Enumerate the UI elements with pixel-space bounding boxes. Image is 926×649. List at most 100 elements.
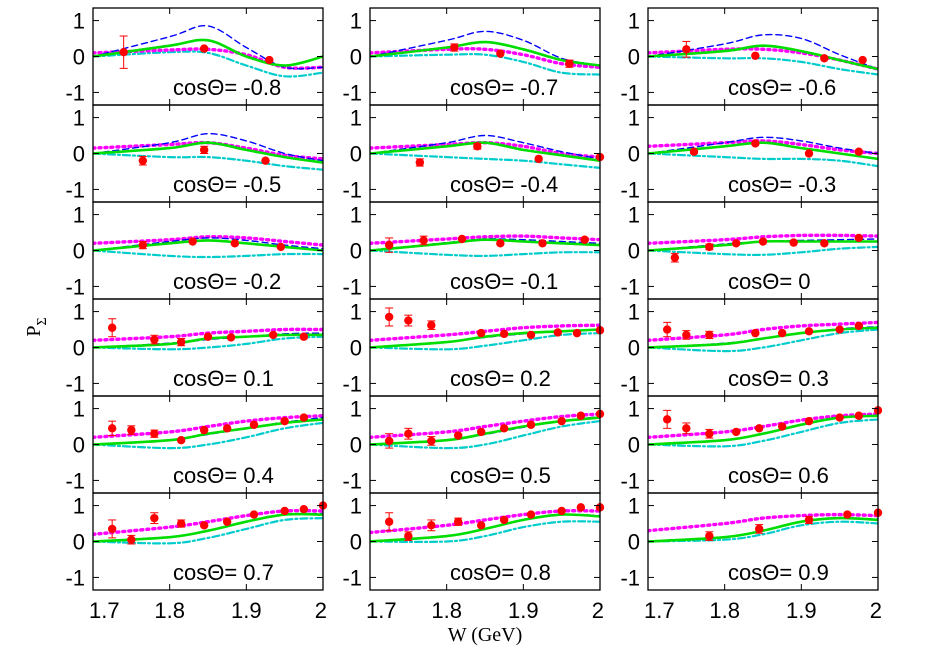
data-point [553,328,563,337]
data-marker [496,239,505,248]
data-marker [553,328,563,337]
y-tick-label: 0 [350,45,362,70]
data-point [858,55,867,65]
data-marker [176,435,186,445]
data-marker [107,323,117,332]
data-point [427,320,436,331]
data-points [682,40,867,65]
data-point [453,517,463,526]
model-curves [93,235,323,259]
data-marker [777,422,787,431]
data-marker [538,239,547,248]
solid-curve [93,239,323,252]
y-tick-label: 0 [628,433,640,458]
data-point [854,411,864,420]
data-point [419,235,428,246]
data-points [384,234,589,253]
data-marker [188,237,197,246]
x-tick-label: 1.8 [431,598,462,623]
x-tick-label: 1.8 [709,598,740,623]
data-points [138,237,286,252]
data-point [804,327,814,336]
dashed-curve [93,25,323,70]
dashdot-curve [370,332,600,351]
data-point [754,424,764,433]
panel-label: cosΘ= 0.2 [450,366,551,391]
panel: 1 0 -11.7 1.8 1.9 2 cosΘ= 0.9 [620,492,883,623]
data-marker [705,330,714,340]
data-marker [450,43,459,52]
model-curves [648,33,878,76]
y-tick-label: 0 [350,336,362,361]
x-tick-label: 2 [592,598,604,623]
solid-curve [370,40,600,67]
y-tick-label: 1 [73,203,85,228]
data-marker [404,316,413,325]
y-tick-label: -1 [620,80,640,105]
data-point [835,413,844,422]
data-marker [138,240,148,250]
y-tick-label: 1 [350,494,362,519]
y-tick-label: 1 [628,397,640,422]
y-tick-label: 1 [73,9,85,34]
data-marker [299,504,309,514]
dotted-curve [370,234,600,245]
y-tick-label: 1 [350,106,362,131]
panel-label: cosΘ= 0.5 [450,463,551,488]
data-points [662,321,864,340]
data-point [804,416,814,426]
dashdot-curve [93,421,323,450]
data-point [268,330,278,340]
data-marker [280,416,289,426]
data-marker [526,420,536,429]
y-tick-label: -1 [620,468,640,493]
data-marker [176,337,186,347]
y-tick-label: -1 [342,274,362,299]
y-tick-label: 1 [628,494,640,519]
data-point [835,325,844,334]
panel-label: cosΘ= 0.4 [173,463,274,488]
data-point [576,411,586,420]
y-tick-label: 0 [73,336,85,361]
data-marker [777,328,787,338]
panel: 1 0 -1 cosΘ= 0.1 [65,298,324,397]
data-point [261,156,270,165]
data-point [199,44,209,53]
data-marker [572,328,582,338]
y-tick-label: -1 [65,371,85,396]
data-marker [119,47,128,57]
data-point [415,158,425,167]
data-point [580,235,589,244]
data-point [199,521,209,530]
panel: 1 0 -1 cosΘ= -0.6 [620,7,879,106]
data-marker [384,312,394,322]
data-point [150,512,159,525]
x-tick-label: 2 [870,598,882,623]
y-tick-label: 0 [73,239,85,264]
data-marker [754,424,764,433]
y-tick-label: 1 [628,106,640,131]
data-point [843,510,852,519]
panel: 1 0 -1 cosΘ= 0.6 [620,395,883,494]
solid-curve [648,516,878,543]
data-points [107,501,328,545]
data-point [280,506,289,516]
data-marker [427,436,436,446]
data-marker [299,332,309,341]
data-marker [199,145,209,155]
data-point [473,142,482,151]
panel: 1 0 -1 cosΘ= 0.2 [342,298,605,397]
data-marker [557,416,566,426]
data-point [820,239,829,248]
data-point [499,329,509,339]
data-marker [150,513,159,523]
data-point [804,515,814,525]
panel: 1 0 -1 cosΘ= 0.5 [342,395,605,494]
data-marker [276,242,286,252]
y-tick-label: -1 [620,371,640,396]
data-point [476,328,486,338]
panel: 1 0 -1 cosΘ= 0 [620,201,879,300]
data-point [404,314,413,327]
data-point [576,503,586,512]
